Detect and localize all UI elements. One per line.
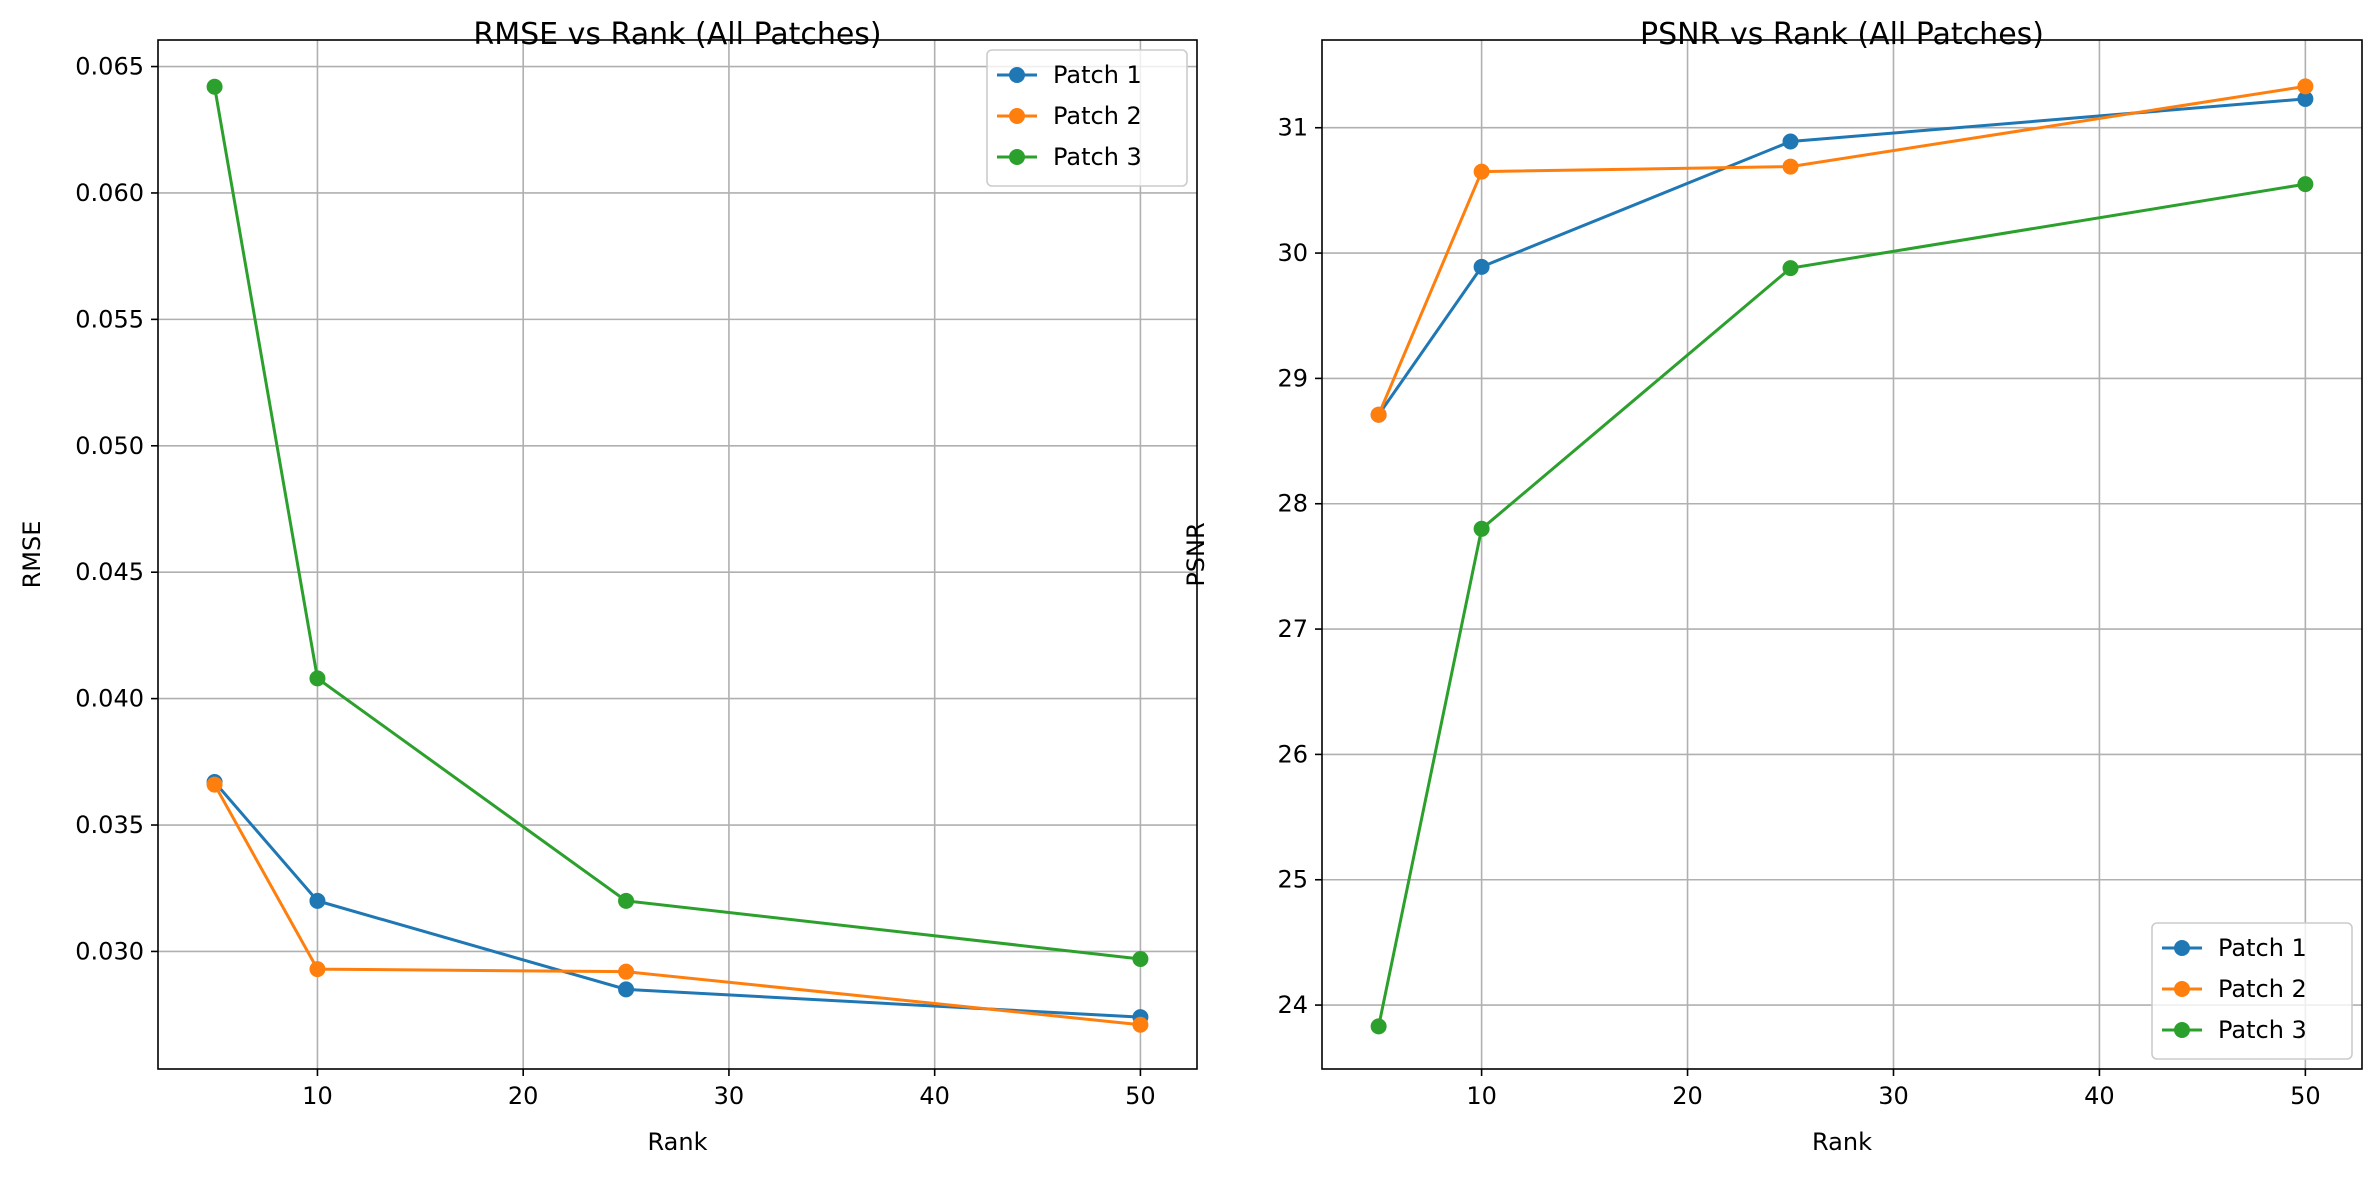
psnr-legend: Patch 1 Patch 2 Patch 3 bbox=[2151, 922, 2353, 1060]
rmse-series-line bbox=[213, 783, 1141, 1027]
psnr-x-axis-label: Rank bbox=[1812, 1128, 1872, 1156]
rmse-y-tick-label: 0.035 bbox=[75, 811, 144, 839]
psnr-legend-swatch-marker bbox=[2174, 1022, 2190, 1038]
psnr-x-tick-label: 50 bbox=[2290, 1082, 2321, 1110]
rmse-data-point bbox=[309, 670, 326, 687]
psnr-y-tick-label: 31 bbox=[1277, 114, 1308, 142]
psnr-y-tick-label: 24 bbox=[1277, 991, 1308, 1019]
rmse-y-tick-label: 0.060 bbox=[75, 179, 144, 207]
rmse-data-point bbox=[206, 776, 223, 793]
psnr-y-tick-label: 25 bbox=[1277, 866, 1308, 894]
psnr-x-tick-label: 10 bbox=[1466, 1082, 1497, 1110]
rmse-chart-title: RMSE vs Rank (All Patches) bbox=[473, 17, 881, 52]
psnr-x-tick-label: 20 bbox=[1672, 1082, 1703, 1110]
rmse-x-tick-label: 30 bbox=[714, 1082, 745, 1110]
rmse-data-point bbox=[618, 892, 635, 909]
rmse-legend-swatch-marker bbox=[1009, 149, 1025, 165]
psnr-legend-label: Patch 3 bbox=[2218, 1016, 2307, 1044]
rmse-legend-swatch-marker bbox=[1009, 67, 1025, 83]
rmse-y-tick-label: 0.040 bbox=[75, 685, 144, 713]
psnr-series-line bbox=[1377, 182, 2306, 1027]
rmse-y-tick-label: 0.055 bbox=[75, 305, 144, 333]
rmse-chart: 10 20 30 40 50 0.030 0.035 0.040 0.045 0.050 0.055… bbox=[18, 17, 1198, 1156]
rmse-legend-label: Patch 1 bbox=[1053, 61, 1142, 89]
psnr-legend-item: Patch 1 bbox=[2162, 934, 2307, 962]
rmse-data-point bbox=[618, 963, 635, 980]
psnr-data-point bbox=[1782, 133, 1799, 150]
psnr-y-tick-label: 26 bbox=[1277, 740, 1308, 768]
psnr-y-tick-label: 29 bbox=[1277, 364, 1308, 392]
rmse-plot-frame bbox=[157, 39, 1198, 1070]
rmse-x-tick-label: 40 bbox=[919, 1082, 950, 1110]
rmse-data-point bbox=[618, 981, 635, 998]
rmse-x-tick-label: 10 bbox=[302, 1082, 333, 1110]
rmse-data-point bbox=[206, 78, 223, 95]
psnr-y-axis-label: PSNR bbox=[1182, 522, 1210, 586]
psnr-data-point bbox=[1473, 163, 1490, 180]
rmse-legend-item: Patch 2 bbox=[997, 102, 1142, 130]
rmse-y-tick-label: 0.045 bbox=[75, 558, 144, 586]
psnr-y-tick-label: 27 bbox=[1277, 615, 1308, 643]
psnr-data-point bbox=[1370, 1018, 1387, 1035]
psnr-data-point bbox=[1473, 258, 1490, 275]
rmse-x-tick-label: 20 bbox=[508, 1082, 539, 1110]
psnr-legend-label: Patch 1 bbox=[2218, 934, 2307, 962]
rmse-legend: Patch 1 Patch 2 Patch 3 bbox=[986, 49, 1188, 187]
rmse-x-tick-label: 50 bbox=[1125, 1082, 1156, 1110]
rmse-y-tick-label: 0.030 bbox=[75, 937, 144, 965]
psnr-x-tick-label: 30 bbox=[1878, 1082, 1909, 1110]
psnr-series-line bbox=[1377, 97, 2306, 416]
psnr-series-patch-2 bbox=[1370, 78, 2314, 423]
psnr-legend-item: Patch 2 bbox=[2162, 975, 2307, 1003]
psnr-data-point bbox=[1370, 406, 1387, 423]
rmse-data-point bbox=[1132, 1016, 1149, 1033]
psnr-legend-box bbox=[2151, 922, 2353, 1060]
rmse-series-line bbox=[213, 86, 1141, 961]
psnr-data-point bbox=[2297, 176, 2314, 193]
psnr-series-line bbox=[1377, 84, 2306, 416]
rmse-y-tick-label: 0.065 bbox=[75, 53, 144, 81]
psnr-legend-label: Patch 2 bbox=[2218, 975, 2307, 1003]
rmse-data-point bbox=[309, 961, 326, 978]
psnr-chart-title: PSNR vs Rank (All Patches) bbox=[1640, 17, 2044, 52]
rmse-x-axis-label: Rank bbox=[648, 1128, 708, 1156]
rmse-y-tick-label: 0.050 bbox=[75, 432, 144, 460]
rmse-legend-label: Patch 3 bbox=[1053, 143, 1142, 171]
rmse-legend-item: Patch 3 bbox=[997, 143, 1142, 171]
rmse-legend-box bbox=[986, 49, 1188, 187]
psnr-legend-swatch-marker bbox=[2174, 981, 2190, 997]
psnr-data-point bbox=[1473, 520, 1490, 537]
psnr-x-tick-label: 40 bbox=[2084, 1082, 2115, 1110]
rmse-legend-label: Patch 2 bbox=[1053, 102, 1142, 130]
rmse-y-axis-label: RMSE bbox=[18, 521, 46, 589]
rmse-legend-swatch-marker bbox=[1009, 108, 1025, 124]
rmse-data-point bbox=[309, 892, 326, 909]
rmse-series-line bbox=[213, 781, 1141, 1019]
psnr-series-patch-3 bbox=[1370, 176, 2314, 1035]
psnr-legend-swatch-marker bbox=[2174, 940, 2190, 956]
psnr-data-point bbox=[2297, 78, 2314, 95]
psnr-y-tick-label: 30 bbox=[1277, 239, 1308, 267]
psnr-chart: 10 20 30 40 50 24 25 26 27 28 29 30 31 PSNR vs Rank … bbox=[1182, 17, 2363, 1156]
psnr-data-point bbox=[2297, 90, 2314, 107]
psnr-data-point bbox=[1782, 158, 1799, 175]
rmse-series-patch-2 bbox=[206, 776, 1149, 1033]
psnr-data-point bbox=[1782, 260, 1799, 277]
psnr-plot-frame bbox=[1321, 39, 2363, 1070]
rmse-data-point bbox=[1132, 951, 1149, 968]
rmse-series-patch-3 bbox=[206, 78, 1149, 968]
psnr-y-tick-label: 28 bbox=[1277, 490, 1308, 518]
rmse-legend-item: Patch 1 bbox=[997, 61, 1142, 89]
psnr-legend-item: Patch 3 bbox=[2162, 1016, 2307, 1044]
